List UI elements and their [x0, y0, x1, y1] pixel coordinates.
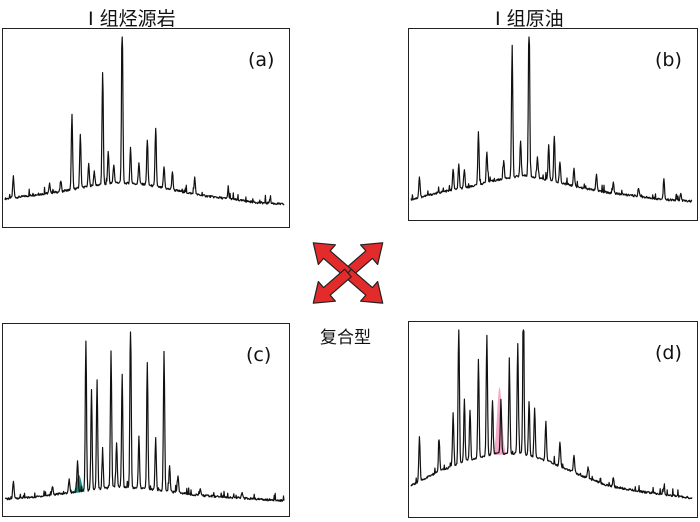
chromatogram-d	[410, 329, 693, 500]
panel-c: (c)	[2, 323, 290, 517]
chromatogram-trace	[410, 329, 693, 500]
chromatogram-trace	[4, 331, 285, 502]
chromatogram-trace	[4, 36, 285, 206]
chromatogram-a	[4, 36, 285, 206]
composite-type-label: 复合型	[320, 328, 371, 348]
panel-label-c: (c)	[246, 344, 272, 366]
chromatogram-trace	[410, 36, 693, 203]
panel-a: (a)	[2, 28, 290, 228]
chromatogram-c	[4, 331, 285, 502]
arrow-up-left-icon	[312, 242, 352, 278]
panel-label-a: (a)	[248, 49, 275, 71]
panel-label-d: (d)	[655, 342, 682, 364]
arrow-down-left-icon	[312, 268, 352, 304]
panel-label-b: (b)	[655, 49, 682, 71]
panel-d: (d)	[408, 321, 698, 518]
panel-b: (b)	[408, 28, 698, 221]
title-right: Ⅰ 组原油	[495, 8, 564, 30]
cross-arrows-icon	[312, 242, 384, 304]
title-left: Ⅰ 组烃源岩	[88, 8, 176, 30]
chromatogram-b	[410, 36, 693, 203]
